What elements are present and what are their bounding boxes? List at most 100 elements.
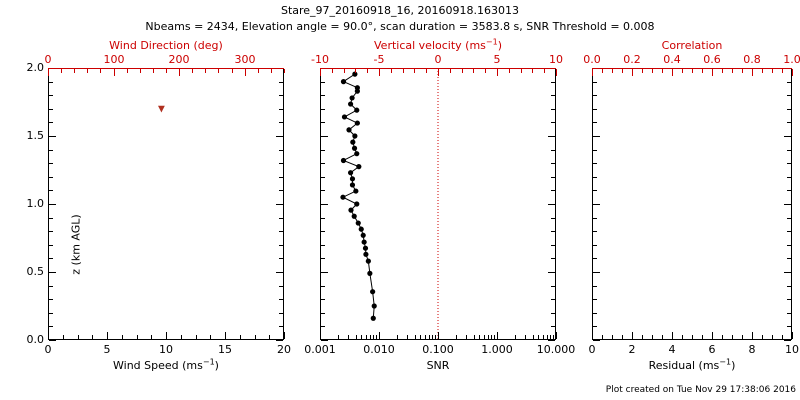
axis-minor-tick — [551, 150, 555, 151]
top-axis-minor-tick — [521, 69, 522, 73]
snr-data-point — [371, 303, 377, 309]
axis-minor-tick — [593, 190, 597, 191]
axis-minor-tick — [279, 82, 283, 83]
top-axis-minor-tick — [61, 69, 62, 73]
bottom-axis-minor-tick — [48, 335, 49, 339]
top-axis-minor-tick — [712, 69, 713, 73]
bottom-axis-minor-tick — [682, 335, 683, 339]
axis-minor-tick — [321, 109, 325, 110]
top-axis-minor-tick — [450, 69, 451, 73]
top-axis-minor-tick — [391, 69, 392, 73]
snr-data-point — [346, 127, 352, 133]
bottom-axis-minor-tick — [435, 335, 436, 339]
top-axis-minor-tick — [742, 69, 743, 73]
top-axis-minor-tick — [732, 69, 733, 73]
axis-minor-tick — [321, 258, 325, 259]
axis-minor-tick — [49, 286, 53, 287]
snr-data-point — [340, 157, 347, 164]
bottom-axis-minor-tick — [672, 335, 673, 339]
axis-minor-tick — [551, 82, 555, 83]
bottom-axis-minor-tick — [240, 335, 241, 339]
top-axis-tick-label: 300 — [234, 53, 256, 66]
bottom-axis-minor-tick — [429, 335, 430, 339]
axis-minor-tick — [551, 245, 555, 246]
bottom-axis-major-tick — [379, 332, 380, 339]
axis-minor-tick — [551, 177, 555, 178]
bottom-axis-minor-tick — [63, 335, 64, 339]
bottom-axis-minor-tick — [479, 335, 480, 339]
snr-data-point — [351, 145, 358, 151]
axis-minor-tick — [787, 82, 791, 83]
axis-minor-tick — [593, 326, 597, 327]
bottom-axis-minor-tick — [122, 335, 123, 339]
snr-data-point — [361, 239, 367, 245]
bottom-axis-tick-label: 0.100 — [422, 343, 454, 356]
axis-minor-tick — [279, 190, 283, 191]
axis-minor-tick — [593, 95, 597, 96]
top-axis-minor-tick — [752, 69, 753, 73]
bottom-axis-tick-label: 10 — [159, 343, 173, 356]
axis-minor-tick — [321, 122, 325, 123]
top-axis-minor-tick — [284, 69, 285, 73]
axis-minor-tick — [787, 245, 791, 246]
bottom-axis-minor-tick — [515, 335, 516, 339]
axis-minor-tick — [276, 340, 283, 341]
axis-minor-tick — [593, 245, 597, 246]
bottom-axis-tick-label: 1.000 — [481, 343, 513, 356]
bottom-axis-minor-tick — [210, 335, 211, 339]
snr-data-point — [353, 188, 359, 194]
axis-minor-tick — [548, 340, 555, 341]
bottom-axis-tick-label: 5 — [103, 343, 111, 356]
bottom-axis-minor-tick — [772, 335, 773, 339]
axis-minor-tick — [593, 218, 597, 219]
axis-minor-tick — [593, 163, 597, 164]
bottom-axis-minor-tick — [553, 335, 554, 339]
snr-data-point — [340, 79, 347, 85]
bottom-axis-major-tick — [320, 332, 321, 339]
axis-minor-tick — [593, 340, 600, 341]
axis-minor-tick — [787, 150, 791, 151]
snr-data-point — [355, 220, 361, 226]
top-axis-minor-tick — [271, 69, 272, 73]
bottom-axis-minor-tick — [652, 335, 653, 339]
axis-minor-tick — [593, 109, 597, 110]
snr-data-point — [360, 232, 366, 238]
snr-data-point — [354, 88, 360, 94]
axis-minor-tick — [787, 122, 791, 123]
top-axis-title: Correlation — [661, 39, 723, 52]
footer-timestamp: Plot created on Tue Nov 29 17:38:06 2016 — [605, 385, 796, 395]
axis-minor-tick — [593, 177, 597, 178]
top-axis-tick-label: 100 — [103, 53, 125, 66]
snr-data-point — [349, 176, 356, 182]
axis-minor-tick — [49, 340, 56, 341]
top-axis-minor-tick — [140, 69, 141, 73]
axis-minor-tick — [276, 272, 283, 273]
axis-minor-tick — [551, 163, 555, 164]
bottom-axis-tick-label: 4 — [668, 343, 676, 356]
top-axis-minor-tick — [782, 69, 783, 73]
bottom-axis-tick-label: 0 — [44, 343, 52, 356]
bottom-axis-minor-tick — [474, 335, 475, 339]
bottom-axis-tick-label: 2 — [628, 343, 636, 356]
top-axis-minor-tick — [403, 69, 404, 73]
axis-minor-tick — [787, 299, 791, 300]
top-axis-minor-tick — [232, 69, 233, 73]
panel-residual — [592, 68, 792, 340]
axis-minor-tick — [321, 95, 325, 96]
axis-minor-tick — [49, 122, 53, 123]
top-axis-minor-tick — [632, 69, 633, 73]
snr-data-point — [354, 120, 360, 126]
bottom-axis-minor-tick — [456, 335, 457, 339]
axis-minor-tick — [593, 204, 600, 205]
bottom-axis-minor-tick — [538, 335, 539, 339]
bottom-axis-minor-tick — [632, 335, 633, 339]
top-axis-minor-tick — [556, 69, 557, 73]
axis-minor-tick — [787, 231, 791, 232]
axis-minor-tick — [276, 136, 283, 137]
axis-minor-tick — [551, 218, 555, 219]
top-axis-minor-tick — [438, 69, 439, 73]
snr-data-point — [363, 251, 369, 257]
top-axis-minor-tick — [722, 69, 723, 73]
snr-data-point — [349, 182, 356, 188]
